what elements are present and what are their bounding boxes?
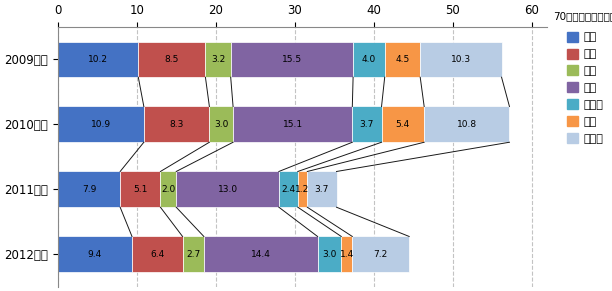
Bar [204, 237, 318, 272]
Bar [420, 42, 502, 77]
Text: 3.0: 3.0 [214, 120, 228, 129]
Text: 9.4: 9.4 [88, 250, 102, 259]
Text: 2.0: 2.0 [161, 185, 176, 194]
Bar [58, 107, 144, 142]
Text: 14.4: 14.4 [251, 250, 271, 259]
Bar [341, 237, 353, 272]
Text: 10.3: 10.3 [451, 55, 471, 64]
Bar [298, 171, 307, 207]
Bar [58, 237, 132, 272]
Text: 3.0: 3.0 [323, 250, 337, 259]
Bar [233, 107, 353, 142]
Bar [160, 171, 176, 207]
Bar [176, 171, 279, 207]
Text: 7.2: 7.2 [373, 250, 388, 259]
Text: 70　（単位：百万人）: 70 （単位：百万人） [553, 11, 612, 21]
Bar [58, 42, 138, 77]
Bar [206, 42, 231, 77]
Text: 4.5: 4.5 [395, 55, 409, 64]
Text: 5.4: 5.4 [396, 120, 410, 129]
Text: 2.7: 2.7 [186, 250, 200, 259]
Bar [424, 107, 509, 142]
Text: 7.9: 7.9 [82, 185, 96, 194]
Bar [381, 107, 424, 142]
Text: 10.9: 10.9 [91, 120, 111, 129]
Bar [307, 171, 337, 207]
Text: 13.0: 13.0 [217, 185, 237, 194]
Bar [353, 237, 409, 272]
Text: 15.1: 15.1 [283, 120, 303, 129]
Text: 3.2: 3.2 [211, 55, 225, 64]
Bar [318, 237, 341, 272]
Text: 1.2: 1.2 [296, 185, 310, 194]
Text: 5.1: 5.1 [133, 185, 147, 194]
Text: 1.4: 1.4 [340, 250, 354, 259]
Bar [231, 42, 353, 77]
Bar [279, 171, 298, 207]
Bar [138, 42, 206, 77]
Text: 2.4: 2.4 [282, 185, 296, 194]
Legend: 県北, 県中, 県南, 会津, 南会津, 相双, いわき: 県北, 県中, 県南, 会津, 南会津, 相双, いわき [562, 27, 608, 148]
Bar [58, 171, 120, 207]
Bar [144, 107, 209, 142]
Bar [209, 107, 233, 142]
Text: 4.0: 4.0 [362, 55, 376, 64]
Text: 3.7: 3.7 [315, 185, 329, 194]
Text: 8.5: 8.5 [165, 55, 179, 64]
Bar [353, 42, 385, 77]
Text: 10.8: 10.8 [457, 120, 477, 129]
Bar [385, 42, 420, 77]
Text: 10.2: 10.2 [88, 55, 108, 64]
Bar [120, 171, 160, 207]
Text: 3.7: 3.7 [360, 120, 374, 129]
Bar [182, 237, 204, 272]
Text: 15.5: 15.5 [282, 55, 302, 64]
Bar [353, 107, 381, 142]
Bar [132, 237, 182, 272]
Text: 6.4: 6.4 [150, 250, 165, 259]
Text: 8.3: 8.3 [170, 120, 184, 129]
